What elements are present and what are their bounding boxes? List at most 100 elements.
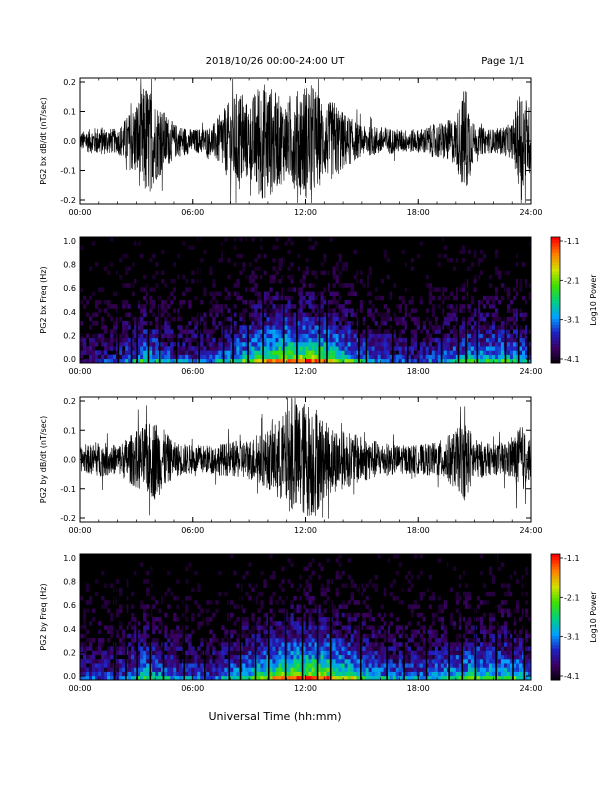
spectrogram-cell [131, 625, 135, 630]
spectrogram-cell [242, 266, 246, 271]
spectrogram-cell [443, 287, 448, 292]
spectrogram-cell [452, 350, 457, 355]
spectrogram-cell [359, 333, 363, 339]
spectrogram-cell [524, 325, 529, 330]
spectrogram-cell [170, 675, 174, 681]
spectrogram-cell [281, 587, 285, 593]
spectrogram-cell [395, 667, 400, 672]
spectrogram-cell [422, 346, 427, 351]
spectrogram-cell [128, 663, 132, 668]
spectrogram-cell [272, 358, 276, 364]
spectrogram-cell [164, 325, 168, 330]
spectrogram-cell [437, 350, 442, 355]
spectrogram-cell [299, 279, 303, 284]
spectrogram-cell [152, 629, 156, 635]
spectrogram-cell [323, 625, 327, 630]
spectrogram-cell [278, 262, 282, 267]
spectrogram-cell [338, 321, 342, 326]
spectrogram-cell [134, 358, 138, 364]
spectrogram-cell [461, 570, 466, 576]
spectrogram-cell [86, 358, 90, 364]
spectrogram-cell [212, 346, 216, 351]
spectrogram-cell [302, 654, 306, 660]
spectrogram-cell [140, 287, 144, 292]
spectrogram-cell [251, 300, 255, 305]
spectrogram-cell [251, 270, 255, 276]
spectrogram-cell [524, 591, 529, 597]
spectrogram-cell [362, 650, 366, 656]
spectrogram-cell [134, 629, 138, 635]
spectrogram-cell [200, 671, 204, 677]
spectrogram-cell [416, 350, 421, 355]
spectrogram-cell [524, 659, 529, 664]
spectrogram-cell [263, 663, 267, 668]
spectrogram-cell [245, 675, 249, 681]
spectrogram-cell [410, 342, 415, 347]
spectrogram-cell [515, 283, 520, 288]
spectrogram-cell [341, 583, 345, 588]
spectrogram-cell [413, 329, 418, 334]
spectrogram-cell [365, 291, 369, 297]
spectrogram-cell [149, 350, 153, 355]
spectrogram-cell [488, 329, 493, 334]
spectrogram-cell [140, 600, 144, 605]
spectrogram-cell [440, 312, 445, 318]
spectrogram-cell [101, 642, 105, 647]
spectrogram-cell [464, 596, 469, 601]
spectrogram-cell [290, 241, 294, 246]
spectrogram-cell [362, 646, 366, 651]
spectrogram-cell [257, 654, 261, 660]
spectrogram-cell [380, 321, 384, 326]
spectrogram-cell [311, 642, 315, 647]
spectrogram-cell [143, 333, 147, 339]
spectrogram-cell [239, 253, 243, 259]
spectrogram-cell [311, 675, 315, 681]
spectrogram-cell [338, 663, 342, 668]
spectrogram-cell [473, 321, 478, 326]
spectrogram-cell [458, 675, 463, 681]
spectrogram-cell [371, 642, 375, 647]
spectrogram-cell [284, 329, 288, 334]
spectrogram-cell [224, 304, 228, 309]
spectrogram-cell [470, 346, 475, 351]
spectrogram-cell [509, 675, 514, 681]
spectrogram-cell [395, 646, 400, 651]
spectrogram-cell [173, 617, 177, 622]
spectrogram-cell [389, 333, 393, 339]
spectrogram-cell [179, 316, 183, 322]
spectrogram-cell [455, 321, 460, 326]
spectrogram-cell [470, 675, 475, 681]
spectrogram-cell [290, 337, 294, 343]
spectrogram-cell [497, 667, 502, 672]
spectrogram-cell [512, 667, 517, 672]
spectrogram-cell [380, 650, 384, 656]
spectrogram-cell [416, 612, 421, 618]
spectrogram-cell [188, 667, 192, 672]
spectrogram-cell [488, 663, 493, 668]
spectrogram-cell [260, 604, 264, 609]
spectrogram-cell [323, 591, 327, 597]
spectrogram-cell [308, 675, 312, 681]
spectrogram-cell [455, 312, 460, 318]
spectrogram-cell [368, 354, 372, 360]
spectrogram-cell [218, 667, 222, 672]
spectrogram-cell [350, 650, 354, 656]
spectrogram-cell [329, 342, 333, 347]
spectrogram-cell [497, 566, 502, 572]
colorbar-cell [551, 676, 560, 681]
spectrogram-cell [119, 650, 123, 656]
spectrogram-cell [269, 663, 273, 668]
spectrogram-cell [308, 245, 312, 250]
spectrogram-cell [113, 291, 117, 297]
spectrogram-cell [395, 654, 400, 660]
spectrogram-cell [512, 671, 517, 677]
spectrogram-cell [413, 358, 418, 364]
spectrogram-cell [305, 566, 309, 572]
spectrogram-cell [362, 612, 366, 618]
spectrogram-cell [305, 354, 309, 360]
spectrogram-cell [299, 646, 303, 651]
spectrogram-cell [452, 342, 457, 347]
spectrogram-cell [383, 321, 387, 326]
spectrogram-cell [287, 308, 291, 313]
spectrogram-cell [425, 274, 430, 280]
